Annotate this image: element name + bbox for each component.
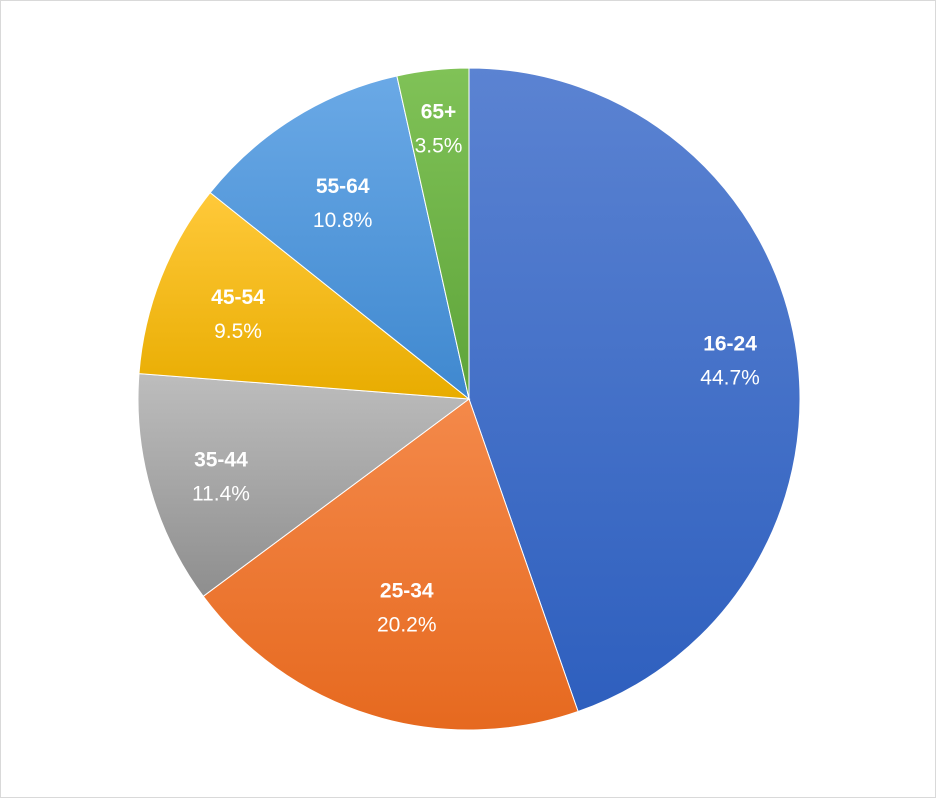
pie-slice-65-plus bbox=[396, 67, 470, 400]
slice-label-35-44: 35-44 bbox=[194, 449, 248, 472]
pie-slice-45-54 bbox=[138, 191, 471, 400]
slice-value-55-64: 10.8% bbox=[313, 209, 373, 232]
pie-slice-16-24 bbox=[468, 67, 801, 713]
slice-value-16-24: 44.7% bbox=[700, 367, 760, 390]
pie-labels: 16-24 44.7% 25-34 20.2% 35-44 11.4% 45-54 9.5% 5… bbox=[192, 101, 760, 637]
pie-slices bbox=[137, 67, 801, 731]
slice-value-25-34: 20.2% bbox=[377, 613, 437, 636]
slice-label-45-54: 45-54 bbox=[211, 286, 265, 309]
slice-label-25-34: 25-34 bbox=[380, 579, 434, 602]
slice-label-65-plus: 65+ bbox=[421, 101, 457, 124]
pie-slice-25-34 bbox=[202, 398, 579, 731]
pie-slice-35-44 bbox=[137, 373, 471, 598]
pie-slice-55-64 bbox=[209, 75, 470, 401]
slice-value-65-plus: 3.5% bbox=[415, 135, 463, 158]
slice-label-16-24: 16-24 bbox=[703, 333, 757, 356]
slice-value-35-44: 11.4% bbox=[192, 483, 250, 506]
slice-value-45-54: 9.5% bbox=[214, 320, 262, 343]
slice-label-55-64: 55-64 bbox=[316, 175, 370, 198]
